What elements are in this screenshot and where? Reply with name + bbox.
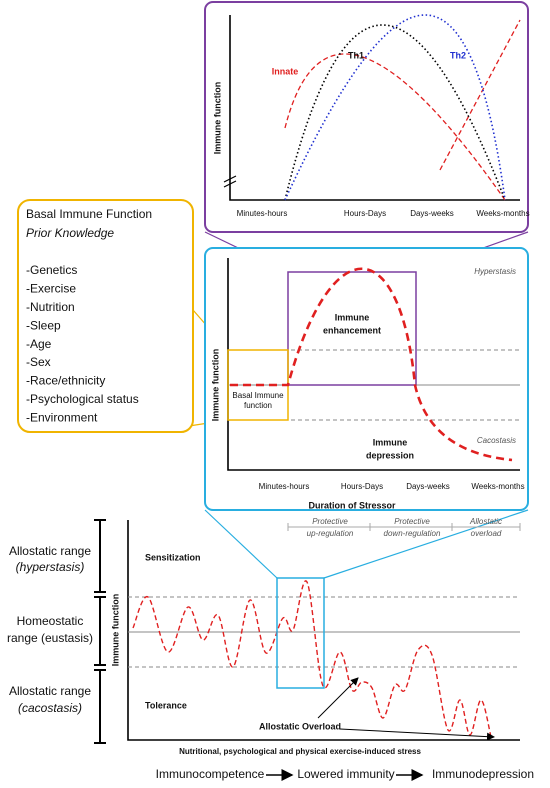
- overload-label: Allostatic Overload: [259, 721, 341, 731]
- basal-item: -Exercise: [26, 282, 76, 296]
- x-label: Days-weeks: [410, 209, 454, 218]
- enhancement-label: Immune: [335, 312, 370, 322]
- depression-label: depression: [366, 450, 414, 460]
- range-brackets: [94, 519, 106, 744]
- curve-label: Th1: [348, 50, 364, 60]
- basal-label: Basal Immune: [232, 391, 284, 400]
- arrow: [317, 677, 359, 719]
- range-label: Allostatic range: [9, 544, 91, 558]
- range-label: Allostatic range: [9, 684, 91, 698]
- innate-adaptive-panel: [204, 1, 529, 233]
- innate-curve: [439, 19, 521, 171]
- x-axis-label: Nutritional, psychological and physical …: [179, 747, 421, 756]
- y-axis-label: Immune function: [110, 594, 120, 667]
- zone-label: Cacostasis: [477, 436, 516, 445]
- basal-item: -Sex: [26, 355, 51, 369]
- x-label: Hours-Days: [341, 482, 383, 491]
- x-label: Minutes-hours: [237, 209, 288, 218]
- connector: [323, 509, 529, 579]
- x-label: Days-weeks: [406, 482, 450, 491]
- x-label: Weeks-months: [476, 209, 529, 218]
- x-axis-label: Duration of Stressor: [308, 500, 396, 510]
- phase-label: overload: [471, 529, 502, 538]
- phase-label: Allostatic: [469, 517, 502, 526]
- tolerance-label: Tolerance: [145, 700, 187, 710]
- zone-label: Hyperstasis: [474, 267, 516, 276]
- range-label: (hyperstasis): [16, 560, 85, 574]
- connector: [204, 509, 278, 579]
- phase-scale: [287, 523, 521, 531]
- arrow: [339, 728, 495, 741]
- basal-item: -Race/ethnicity: [26, 374, 105, 388]
- immune-wave: [132, 580, 492, 738]
- stage-label: Immunocompetence: [156, 767, 265, 781]
- phase-label: up-regulation: [307, 529, 354, 538]
- stage-label: Immunodepression: [432, 767, 534, 781]
- basal-label: function: [244, 401, 272, 410]
- basal-panel: [17, 199, 194, 433]
- response-curve: [230, 267, 513, 462]
- axes: [227, 258, 520, 471]
- basal-list: -Genetics -Exercise -Nutrition -Sleep -Age -S…: [26, 263, 139, 424]
- basal-item: -Sleep: [26, 318, 61, 332]
- axis-break: [223, 175, 237, 188]
- th1-curve: [284, 24, 506, 201]
- sensitization-label: Sensitization: [145, 552, 201, 562]
- basal-item: -Psychological status: [26, 392, 139, 406]
- range-label: range (eustasis): [7, 631, 93, 645]
- basal-item: -Genetics: [26, 263, 77, 277]
- basal-item: -Age: [26, 337, 52, 351]
- range-label: Homeostatic: [17, 614, 84, 628]
- x-label: Weeks-months: [471, 482, 524, 491]
- basal-item: -Nutrition: [26, 300, 75, 314]
- curve-label: Th2: [450, 50, 466, 60]
- range-label: (cacostasis): [18, 701, 82, 715]
- basal-title: Basal Immune Function: [26, 207, 152, 221]
- phase-label: Protective: [312, 517, 348, 526]
- stage-label: Lowered immunity: [297, 767, 394, 781]
- innate-curve: [284, 53, 506, 201]
- basal-subtitle: Prior Knowledge: [26, 226, 114, 240]
- axes: [229, 15, 520, 201]
- zoom-box: [276, 577, 325, 689]
- x-label: Hours-Days: [344, 209, 386, 218]
- phase-label: Protective: [394, 517, 430, 526]
- x-label: Minutes-hours: [259, 482, 310, 491]
- y-axis-label: Immune function: [210, 349, 220, 422]
- enhancement-label: enhancement: [323, 325, 381, 335]
- basal-item: -Environment: [26, 410, 98, 424]
- curve-label: Innate: [272, 66, 299, 76]
- axes: [127, 520, 520, 741]
- stressor-panel: [204, 247, 529, 511]
- y-axis-label: Immune function: [212, 82, 222, 155]
- enhancement-box: [287, 271, 417, 386]
- phase-label: down-regulation: [384, 529, 441, 538]
- depression-label: Immune: [373, 437, 408, 447]
